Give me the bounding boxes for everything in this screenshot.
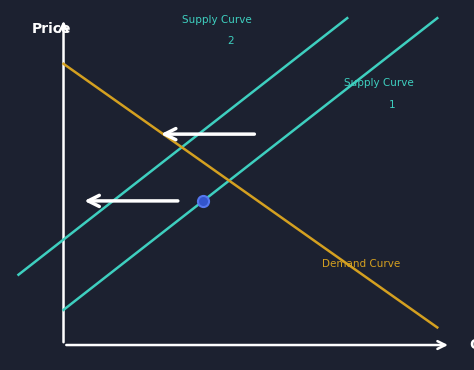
- Text: 2: 2: [227, 36, 233, 46]
- Text: Supply Curve: Supply Curve: [344, 78, 414, 88]
- Text: Quantity: Quantity: [469, 338, 474, 352]
- Text: Supply Curve: Supply Curve: [182, 15, 252, 25]
- Text: 1: 1: [389, 100, 395, 110]
- Text: Price: Price: [32, 21, 72, 36]
- Text: Demand Curve: Demand Curve: [321, 259, 400, 269]
